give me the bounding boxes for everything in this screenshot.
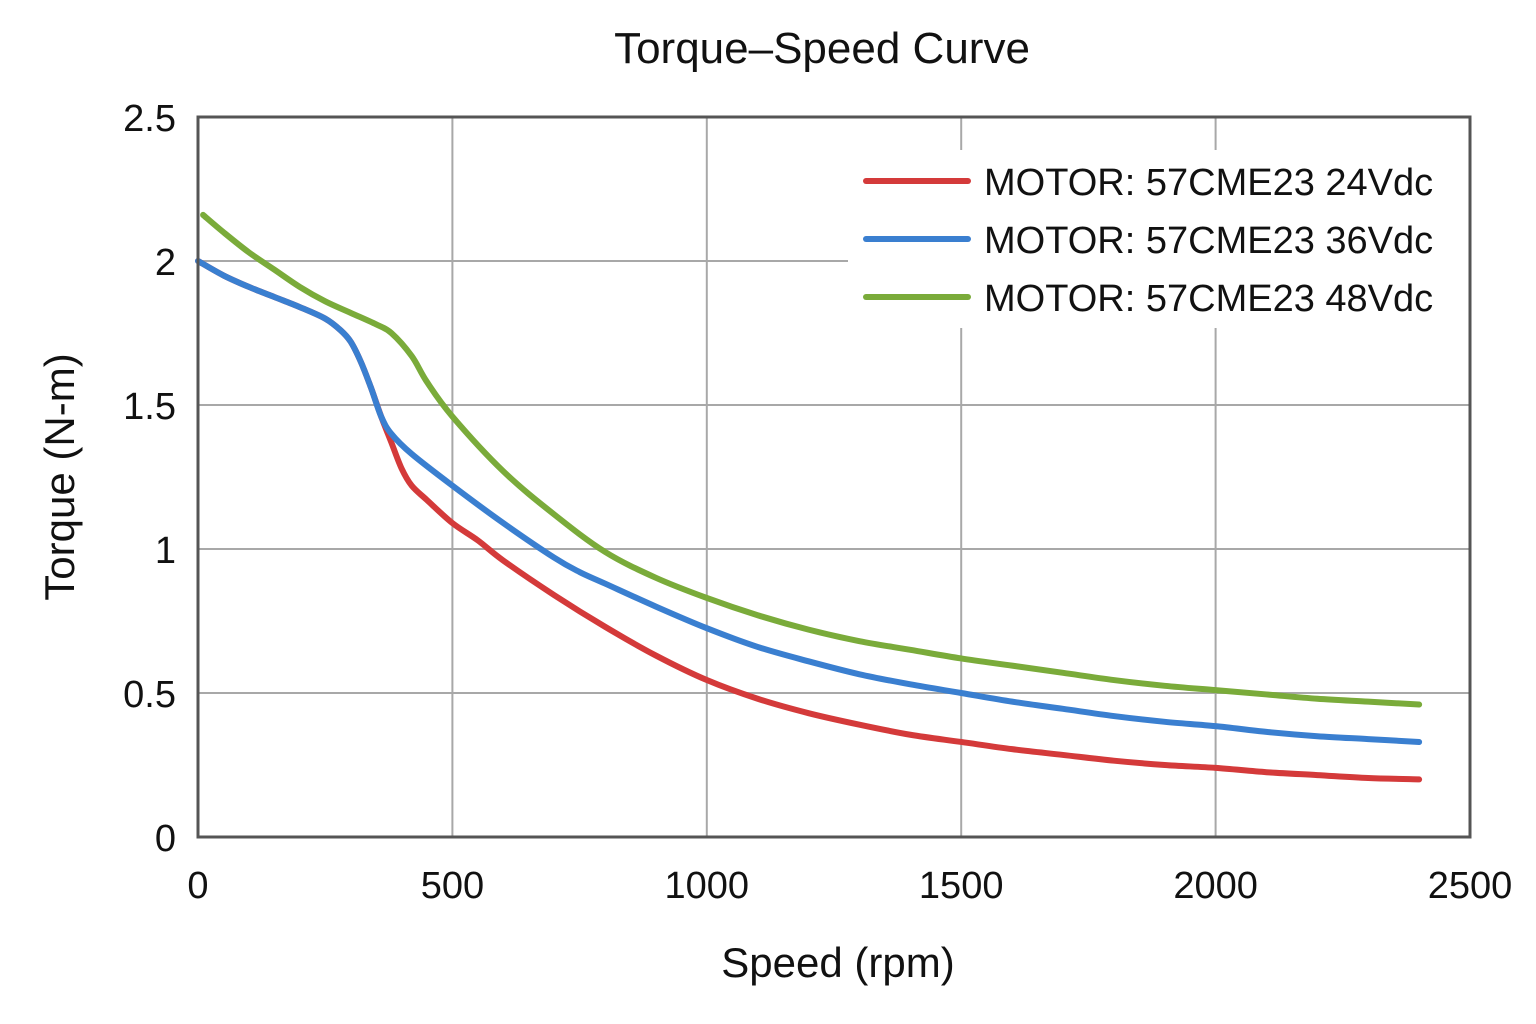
y-tick-label: 1 [155,530,176,572]
x-tick-label: 1500 [919,865,1004,907]
legend-label: MOTOR: 57CME23 36Vdc [984,220,1433,262]
x-tick-label: 500 [421,865,484,907]
plot-frame [196,115,1472,839]
y-axis-label: Torque (N-m) [36,353,83,600]
legend-label: MOTOR: 57CME23 48Vdc [984,278,1433,320]
x-tick-label: 2500 [1428,865,1513,907]
series-lines [195,211,1423,783]
legend: MOTOR: 57CME23 24Vdc MOTOR: 57CME23 36Vdc… [863,162,1433,320]
y-tick-label: 0.5 [123,674,176,716]
y-tick-label: 2 [155,242,176,284]
x-axis-label: Speed (rpm) [721,939,954,986]
x-tick-label: 2000 [1173,865,1258,907]
series-line-1 [195,258,1423,783]
x-tick-label: 1000 [665,865,750,907]
y-tick-label: 2.5 [123,98,176,140]
x-tick-label: 0 [187,865,208,907]
y-tick-label: 1.5 [123,386,176,428]
legend-label: MOTOR: 57CME23 24Vdc [984,162,1433,204]
y-axis-ticks: 0 0.5 1 1.5 2 2.5 [123,98,176,860]
x-axis-ticks: 0 500 1000 1500 2000 2500 [187,865,1512,907]
chart-title: Torque–Speed Curve [614,24,1030,73]
series-line-3 [200,211,1423,708]
y-tick-label: 0 [155,818,176,860]
series-line-2 [195,258,1423,745]
